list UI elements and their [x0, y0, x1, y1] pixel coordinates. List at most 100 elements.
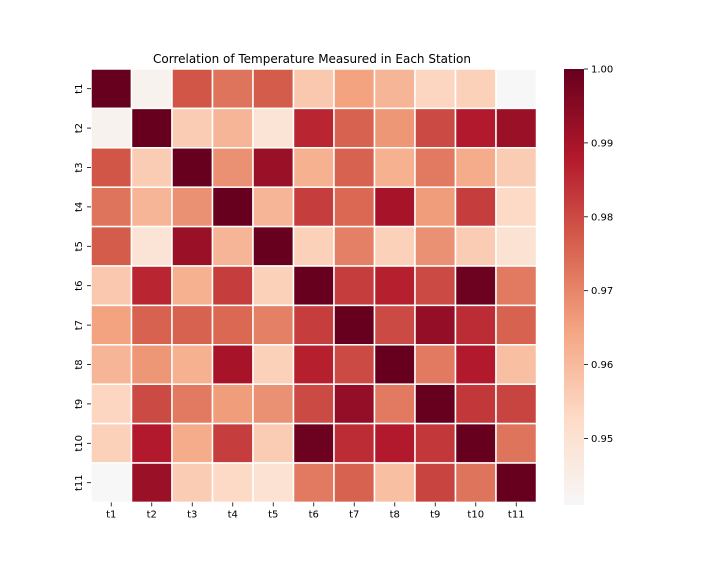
heatmap-cell-t2-t4 — [211, 107, 254, 149]
heatmap-cell-t5-t2 — [130, 225, 173, 267]
heatmap-cell-t2-t1 — [90, 107, 133, 149]
heatmap-cell-t6-t7 — [333, 265, 376, 307]
heatmap-cell-t11-t11 — [495, 462, 538, 504]
heatmap-cell-t8-t4 — [211, 344, 254, 385]
x-tick-label-t10: t10 — [467, 509, 484, 520]
colorbar-tick-label: 0.95 — [591, 434, 613, 445]
heatmap-cell-t6-t9 — [414, 265, 457, 307]
heatmap-cell-t2-t11 — [495, 107, 538, 149]
heatmap-cell-t1-t2 — [130, 68, 173, 110]
y-tick-label-t5: t5 — [74, 241, 85, 251]
heatmap-cell-t5-t10 — [454, 225, 497, 267]
heatmap-cell-t7-t10 — [454, 304, 497, 346]
x-tick-label-t11: t11 — [508, 509, 525, 520]
heatmap-cell-t3-t3 — [171, 147, 214, 188]
heatmap-cell-t3-t5 — [252, 147, 295, 188]
heatmap-cell-t11-t3 — [171, 462, 214, 504]
heatmap-cell-t3-t1 — [90, 147, 133, 188]
heatmap-cell-t2-t10 — [454, 107, 497, 149]
heatmap-cell-t4-t8 — [373, 186, 416, 228]
heatmap-cell-t7-t11 — [495, 304, 538, 346]
y-tick-label-t4: t4 — [74, 202, 85, 212]
heatmap-cell-t6-t8 — [373, 265, 416, 307]
heatmap-cell-t11-t10 — [454, 462, 497, 504]
heatmap-cell-t9-t1 — [90, 383, 133, 425]
heatmap-cell-t1-t5 — [252, 68, 295, 110]
heatmap-cell-t8-t1 — [90, 344, 133, 385]
heatmap-cell-t3-t4 — [211, 147, 254, 188]
heatmap-cell-t1-t10 — [454, 68, 497, 110]
colorbar-tick-label: 1.00 — [591, 65, 613, 76]
y-tick-label-t2: t2 — [74, 123, 85, 133]
heatmap-cell-t6-t5 — [252, 265, 295, 307]
heatmap-cell-t8-t7 — [333, 344, 376, 385]
heatmap-cell-t1-t9 — [414, 68, 457, 110]
heatmap-cell-t8-t2 — [130, 344, 173, 385]
x-tick-label-t7: t7 — [349, 509, 359, 520]
heatmap-cell-t4-t10 — [454, 186, 497, 228]
heatmap-cell-t2-t9 — [414, 107, 457, 149]
heatmap-cell-t5-t3 — [171, 225, 214, 267]
x-tick-label-t4: t4 — [228, 509, 238, 520]
heatmap-cell-t6-t2 — [130, 265, 173, 307]
heatmap-cell-t10-t7 — [333, 422, 376, 464]
heatmap-cell-t9-t9 — [414, 383, 457, 425]
heatmap-cell-t9-t8 — [373, 383, 416, 425]
heatmap-cell-t2-t2 — [130, 107, 173, 149]
heatmap-cell-t5-t6 — [292, 225, 335, 267]
heatmap-cell-t9-t3 — [171, 383, 214, 425]
y-tick-label-t10: t10 — [74, 435, 85, 452]
heatmap-cell-t2-t5 — [252, 107, 295, 149]
heatmap-cell-t7-t8 — [373, 304, 416, 346]
heatmap-cell-t5-t8 — [373, 225, 416, 267]
colorbar-ticks: 0.95 0.96 0.97 0.98 0.99 1.00 — [584, 65, 613, 445]
heatmap-cell-t11-t6 — [292, 462, 335, 504]
heatmap-cell-t8-t5 — [252, 344, 295, 385]
heatmap-cell-t2-t8 — [373, 107, 416, 149]
heatmap-cell-t6-t10 — [454, 265, 497, 307]
heatmap-cell-t7-t1 — [90, 304, 133, 346]
heatmap-cell-t11-t7 — [333, 462, 376, 504]
heatmap-cell-t6-t1 — [90, 265, 133, 307]
heatmap-cell-t10-t8 — [373, 422, 416, 464]
x-tick-label-t3: t3 — [187, 509, 197, 520]
heatmap-cell-t6-t4 — [211, 265, 254, 307]
colorbar-tick-label: 0.99 — [591, 138, 613, 149]
heatmap-cell-t3-t2 — [130, 147, 173, 188]
heatmap-cell-t10-t4 — [211, 422, 254, 464]
x-tick-label-t2: t2 — [147, 509, 157, 520]
heatmap-cell-t4-t6 — [292, 186, 335, 228]
heatmap-cell-t9-t6 — [292, 383, 335, 425]
x-tick-label-t8: t8 — [390, 509, 400, 520]
y-tick-label-t3: t3 — [74, 162, 85, 172]
heatmap-cell-t8-t8 — [373, 344, 416, 385]
heatmap-cell-t3-t9 — [414, 147, 457, 188]
colorbar-tick-label: 0.96 — [591, 360, 613, 371]
heatmap-cell-t1-t7 — [333, 68, 376, 110]
heatmap-cell-t10-t3 — [171, 422, 214, 464]
y-tick-label-t9: t9 — [74, 399, 85, 409]
heatmap-cell-t8-t9 — [414, 344, 457, 385]
heatmap-cell-t8-t3 — [171, 344, 214, 385]
x-tick-label-t6: t6 — [309, 509, 319, 520]
heatmap-cell-t4-t5 — [252, 186, 295, 228]
heatmap-cell-t6-t3 — [171, 265, 214, 307]
heatmap-cell-t5-t11 — [495, 225, 538, 267]
heatmap-cell-t5-t9 — [414, 225, 457, 267]
heatmap-cell-t6-t11 — [495, 265, 538, 307]
heatmap-cell-t10-t1 — [90, 422, 133, 464]
heatmap-cell-t2-t7 — [333, 107, 376, 149]
heatmap-cell-t11-t8 — [373, 462, 416, 504]
heatmap-cell-t9-t10 — [454, 383, 497, 425]
heatmap-cell-t3-t11 — [495, 147, 538, 188]
heatmap-cell-t7-t6 — [292, 304, 335, 346]
heatmap-cell-t9-t4 — [211, 383, 254, 425]
heatmap-cell-t10-t11 — [495, 422, 538, 464]
colorbar-tick-label: 0.97 — [591, 286, 613, 297]
heatmap-cell-t11-t4 — [211, 462, 254, 504]
x-tick-label-t1: t1 — [106, 509, 116, 520]
heatmap-cell-t2-t3 — [171, 107, 214, 149]
heatmap-cell-t10-t10 — [454, 422, 497, 464]
heatmap-cell-t4-t11 — [495, 186, 538, 228]
